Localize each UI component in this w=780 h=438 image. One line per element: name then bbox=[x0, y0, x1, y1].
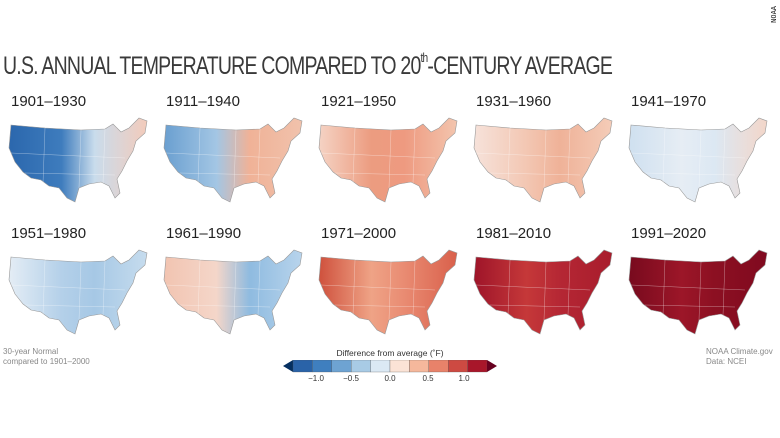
us-temperature-map bbox=[628, 117, 768, 203]
title-sup: th bbox=[420, 50, 429, 65]
map-panel: 1901–1930 bbox=[5, 93, 155, 213]
legend-swatch bbox=[370, 360, 391, 373]
page-title: U.S. ANNUAL TEMPERATURE COMPARED TO 20th… bbox=[3, 50, 613, 81]
legend-swatch bbox=[292, 360, 313, 373]
tick-label: −0.5 bbox=[343, 374, 359, 383]
us-temperature-map bbox=[628, 249, 768, 335]
us-temperature-map bbox=[8, 249, 148, 335]
state-borders bbox=[165, 127, 281, 189]
period-label: 1931–1960 bbox=[476, 93, 552, 110]
us-temperature-map bbox=[473, 117, 613, 203]
us-temperature-map bbox=[473, 249, 613, 335]
period-label: 1981–2010 bbox=[476, 225, 552, 242]
state-borders bbox=[320, 127, 436, 189]
noaa-credit: NOAA bbox=[770, 6, 778, 23]
note-line: 30-year Normal bbox=[3, 347, 59, 356]
us-temperature-map bbox=[318, 249, 458, 335]
tick-label: −1.0 bbox=[308, 374, 324, 383]
map-panel: 1971–2000 bbox=[315, 225, 465, 345]
state-borders bbox=[165, 259, 281, 321]
us-temperature-map bbox=[8, 117, 148, 203]
period-label: 1961–1990 bbox=[166, 225, 242, 242]
normal-note: 30-year Normal compared to 1901–2000 bbox=[3, 347, 90, 367]
legend-swatch bbox=[312, 360, 332, 373]
us-outline bbox=[473, 249, 613, 335]
legend-swatch bbox=[448, 360, 468, 373]
period-label: 1971–2000 bbox=[321, 225, 397, 242]
legend-high-arrow bbox=[487, 360, 497, 372]
us-temperature-map bbox=[163, 117, 303, 203]
legend-swatch bbox=[428, 360, 449, 373]
state-borders bbox=[630, 127, 746, 189]
legend-swatch bbox=[331, 360, 352, 373]
us-temperature-map bbox=[318, 117, 458, 203]
title-rest: -CENTURY AVERAGE bbox=[427, 52, 613, 80]
note-line: compared to 1901–2000 bbox=[3, 357, 90, 366]
us-outline bbox=[628, 117, 768, 203]
map-panel: 1941–1970 bbox=[625, 93, 775, 213]
us-outline bbox=[628, 249, 768, 335]
map-panel: 1981–2010 bbox=[470, 225, 620, 345]
us-outline bbox=[318, 117, 458, 203]
note-line: NOAA Climate.gov bbox=[706, 347, 773, 356]
map-panel: 1921–1950 bbox=[315, 93, 465, 213]
state-borders bbox=[475, 127, 591, 189]
tick-label: 1.0 bbox=[458, 374, 470, 383]
map-panel: 1991–2020 bbox=[625, 225, 775, 345]
legend-swatch bbox=[467, 360, 488, 373]
state-borders bbox=[320, 259, 436, 321]
period-label: 1991–2020 bbox=[631, 225, 707, 242]
map-panel: 1931–1960 bbox=[470, 93, 620, 213]
state-borders bbox=[475, 259, 591, 321]
color-legend bbox=[283, 360, 497, 373]
state-borders bbox=[10, 259, 126, 321]
us-outline bbox=[8, 249, 148, 335]
us-outline bbox=[473, 117, 613, 203]
legend-swatch bbox=[389, 360, 410, 373]
period-label: 1951–1980 bbox=[11, 225, 87, 242]
us-outline bbox=[318, 249, 458, 335]
legend-low-arrow bbox=[283, 360, 293, 372]
legend-swatch bbox=[409, 360, 429, 373]
period-label: 1941–1970 bbox=[631, 93, 707, 110]
us-temperature-map bbox=[163, 249, 303, 335]
state-borders bbox=[630, 259, 746, 321]
title-main: U.S. ANNUAL TEMPERATURE COMPARED TO 20 bbox=[3, 52, 421, 80]
period-label: 1911–1940 bbox=[166, 93, 240, 110]
note-line: Data: NCEI bbox=[706, 357, 747, 366]
map-panel: 1911–1940 bbox=[160, 93, 310, 213]
us-outline bbox=[8, 117, 148, 203]
legend-title: Difference from average (˚F) bbox=[336, 348, 444, 358]
state-borders bbox=[10, 127, 126, 189]
legend-swatch bbox=[351, 360, 371, 373]
tick-label: 0.5 bbox=[422, 374, 434, 383]
period-label: 1921–1950 bbox=[321, 93, 397, 110]
map-panel: 1951–1980 bbox=[5, 225, 155, 345]
tick-label: 0.0 bbox=[384, 374, 396, 383]
source-note: NOAA Climate.gov Data: NCEI bbox=[706, 347, 773, 367]
us-outline bbox=[163, 117, 303, 203]
map-panel: 1961–1990 bbox=[160, 225, 310, 345]
period-label: 1901–1930 bbox=[11, 93, 87, 110]
us-outline bbox=[163, 249, 303, 335]
